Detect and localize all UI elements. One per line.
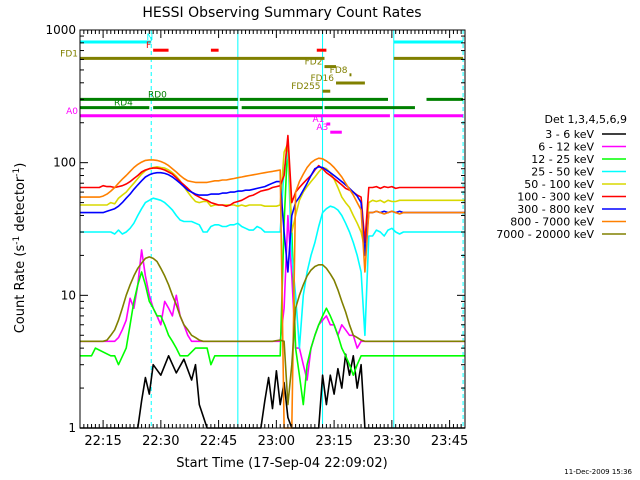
x-tick-label: 23:30 (373, 434, 410, 449)
legend-label: 7000 - 20000 keV (496, 228, 594, 241)
series-line-800-7000-kev (80, 157, 465, 429)
legend-label: 12 - 25 keV (531, 153, 594, 166)
series-line-50-100-kev (80, 142, 465, 251)
legend-label: 25 - 50 keV (531, 166, 594, 179)
axes: 1 10 100 1000 22:15 22:30 22:45 23:00 23:15 23:30… (45, 23, 468, 449)
footer-timestamp: 11-Dec-2009 15:36 (564, 468, 632, 476)
y-tick-label: 1 (68, 421, 76, 435)
y-axis-label-sup2: -1 (12, 168, 22, 177)
flag-label-fd16: FD16 (310, 74, 334, 84)
x-tick-label: 22:45 (200, 434, 237, 449)
x-tick-label: 23:00 (258, 434, 295, 449)
series-line-300-800-kev (80, 166, 465, 273)
flag-label-fd255: FD255 (291, 82, 320, 92)
legend-label: 300 - 800 keV (517, 203, 594, 216)
y-axis-label-sup1: -1 (12, 236, 22, 245)
plot-area (79, 30, 464, 428)
flag-label-a0: A0 (66, 107, 78, 117)
y-axis-label-mid: detector (13, 176, 28, 236)
flag-label-fd2: FD2 (305, 58, 323, 68)
plot-frame (79, 29, 466, 429)
legend-label: 3 - 6 keV (545, 128, 594, 141)
y-axis-label: Count Rate (s-1 detector-1) (12, 163, 28, 334)
y-axis-label-main: Count Rate (s (13, 245, 28, 334)
legend-label: 800 - 7000 keV (510, 216, 594, 229)
y-axis-label-end: ) (13, 163, 28, 168)
series-line-25-50-kev (80, 151, 465, 349)
legend-label: 100 - 300 keV (517, 191, 594, 204)
x-axis-label: Start Time (17-Sep-04 22:09:02) (176, 456, 387, 471)
chart-title: HESSI Observing Summary Count Rates (142, 5, 421, 21)
flag-label-n: N (146, 33, 153, 43)
flag-label-a1: A1 (313, 115, 325, 125)
series-line-7000-20000-kev (80, 256, 465, 406)
legend-title: Det 1,3,4,5,6,9 (544, 113, 627, 126)
flag-label-f: F (146, 41, 151, 51)
series-line-3-6-kev (80, 353, 465, 429)
y-tick-label: 1000 (45, 23, 76, 37)
y-tick-label: 10 (61, 288, 76, 302)
legend-label: 50 - 100 keV (524, 178, 594, 191)
flag-label-rd0: RD0 (148, 90, 167, 100)
x-tick-label: 23:15 (315, 434, 352, 449)
series-lines (80, 134, 465, 429)
flag-label-a3: A3 (316, 123, 328, 133)
series-line-12-25-kev (80, 138, 465, 406)
flag-label-rd4: RD4 (114, 99, 133, 109)
x-tick-label: 22:30 (142, 434, 179, 449)
series-line-100-300-kev (80, 134, 465, 244)
legend-label: 6 - 12 keV (538, 141, 594, 154)
flag-label-fd1: FD1 (60, 49, 78, 59)
x-tick-label: 22:15 (84, 434, 121, 449)
y-tick-label: 100 (53, 156, 76, 170)
flag-label-fd8: FD8 (330, 66, 348, 76)
x-tick-label: 23:45 (431, 434, 468, 449)
